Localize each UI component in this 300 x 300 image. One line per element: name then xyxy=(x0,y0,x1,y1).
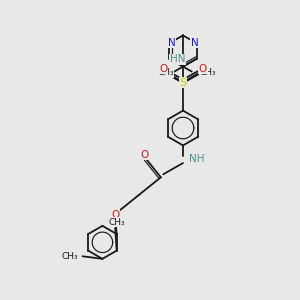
Text: CH₃: CH₃ xyxy=(108,218,125,226)
Text: CH₃: CH₃ xyxy=(61,252,78,261)
Text: N: N xyxy=(168,38,176,48)
Text: O: O xyxy=(140,150,148,160)
Text: NH: NH xyxy=(189,154,205,164)
Text: O: O xyxy=(159,64,167,74)
Text: CH₃: CH₃ xyxy=(157,68,174,77)
Text: N: N xyxy=(190,38,198,48)
Text: CH₃: CH₃ xyxy=(200,68,216,76)
Text: S: S xyxy=(179,78,187,88)
Text: HN: HN xyxy=(170,54,185,64)
Text: O: O xyxy=(199,64,207,74)
Text: O: O xyxy=(112,209,120,220)
